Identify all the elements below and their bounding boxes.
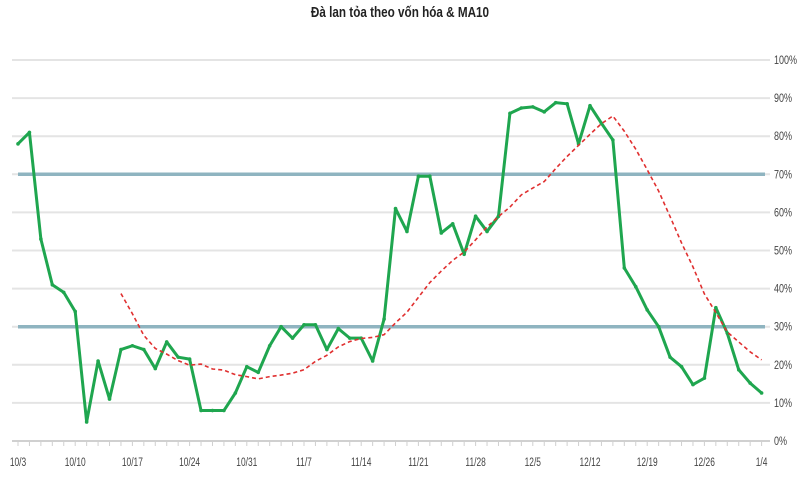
series-point <box>702 376 707 380</box>
series-point <box>553 100 558 105</box>
x-tick-label: 10/17 <box>122 457 143 470</box>
y-tick-label: 20% <box>774 359 792 373</box>
series-point <box>187 357 192 361</box>
series-point <box>668 355 672 359</box>
series-point <box>622 266 627 270</box>
series-point <box>130 343 135 348</box>
x-tick-label: 12/19 <box>637 457 658 470</box>
series-point <box>519 106 524 110</box>
series-point <box>691 382 695 387</box>
x-tick-label: 11/28 <box>465 457 486 470</box>
series-point <box>176 355 180 359</box>
ma10-line <box>120 114 763 380</box>
y-tick-label: 10% <box>774 397 792 411</box>
series-point <box>39 237 43 241</box>
series-point <box>748 381 752 385</box>
y-tick-label: 50% <box>774 244 792 258</box>
series-point <box>725 331 730 335</box>
series-point <box>565 102 569 106</box>
series-point <box>450 222 455 226</box>
series-point <box>27 130 32 135</box>
y-tick-label: 60% <box>774 206 792 220</box>
x-tick-label: 12/26 <box>694 457 715 470</box>
y-tick-label: 30% <box>774 321 792 335</box>
series-point <box>588 103 592 108</box>
series-point <box>61 290 66 295</box>
x-tick-label: 10/3 <box>10 457 27 470</box>
series-point <box>142 347 146 352</box>
series-point <box>611 138 615 142</box>
series-point <box>485 229 489 234</box>
series-point <box>256 370 261 375</box>
series-point <box>656 324 661 329</box>
series-point <box>210 408 215 413</box>
x-tick-label: 11/7 <box>296 457 312 470</box>
series-point <box>633 284 638 289</box>
series-point <box>428 174 432 179</box>
y-tick-label: 0% <box>774 435 787 449</box>
series-point <box>347 336 352 340</box>
y-tick-label: 100% <box>774 54 797 68</box>
x-tick-label: 10/24 <box>179 457 200 470</box>
series-point <box>222 408 226 413</box>
series-point <box>50 282 55 287</box>
series-point <box>759 391 764 395</box>
series-point <box>84 420 89 424</box>
series-point <box>290 336 295 340</box>
series-point <box>714 305 718 310</box>
series-point <box>462 252 466 257</box>
series-point <box>736 367 741 372</box>
x-tick-label: 1/4 <box>756 457 768 470</box>
series-point <box>279 324 283 329</box>
series-point <box>302 322 306 327</box>
series-point <box>370 359 375 363</box>
x-tick-label: 12/12 <box>580 457 601 470</box>
series-point <box>531 105 535 109</box>
series-point <box>164 340 169 344</box>
series-point <box>233 391 238 395</box>
series-point <box>405 229 409 234</box>
series-point <box>336 326 341 331</box>
series-point <box>16 142 20 146</box>
series-point <box>199 408 203 413</box>
x-tick-label: 12/5 <box>525 457 542 470</box>
series-point <box>473 214 478 219</box>
series-line <box>16 101 763 424</box>
series-point <box>325 347 329 352</box>
series-point <box>96 359 100 363</box>
chart-title: Đà lan tỏa theo vốn hóa & MA10 <box>310 4 490 21</box>
series-point <box>107 397 112 401</box>
y-tick-label: 80% <box>774 130 792 144</box>
y-tick-label: 90% <box>774 92 792 106</box>
series-point <box>508 111 512 116</box>
x-tick-label: 10/31 <box>236 457 257 470</box>
series-point <box>153 366 158 371</box>
series-point <box>119 347 123 352</box>
series-point <box>542 110 547 114</box>
series-point <box>645 308 649 312</box>
series-point <box>382 317 386 321</box>
series-point <box>245 364 249 369</box>
y-tick-label: 40% <box>774 282 792 296</box>
y-tick-label: 70% <box>774 168 792 182</box>
x-tick-label: 11/21 <box>408 457 429 470</box>
series-point <box>393 206 398 211</box>
series-point <box>439 231 444 235</box>
series-point <box>313 322 318 327</box>
series-point <box>73 309 77 314</box>
series-point <box>679 364 684 369</box>
series-point <box>267 343 272 348</box>
x-tick-label: 11/14 <box>351 457 372 470</box>
x-tick-label: 10/10 <box>65 457 86 470</box>
series-point <box>416 174 421 179</box>
